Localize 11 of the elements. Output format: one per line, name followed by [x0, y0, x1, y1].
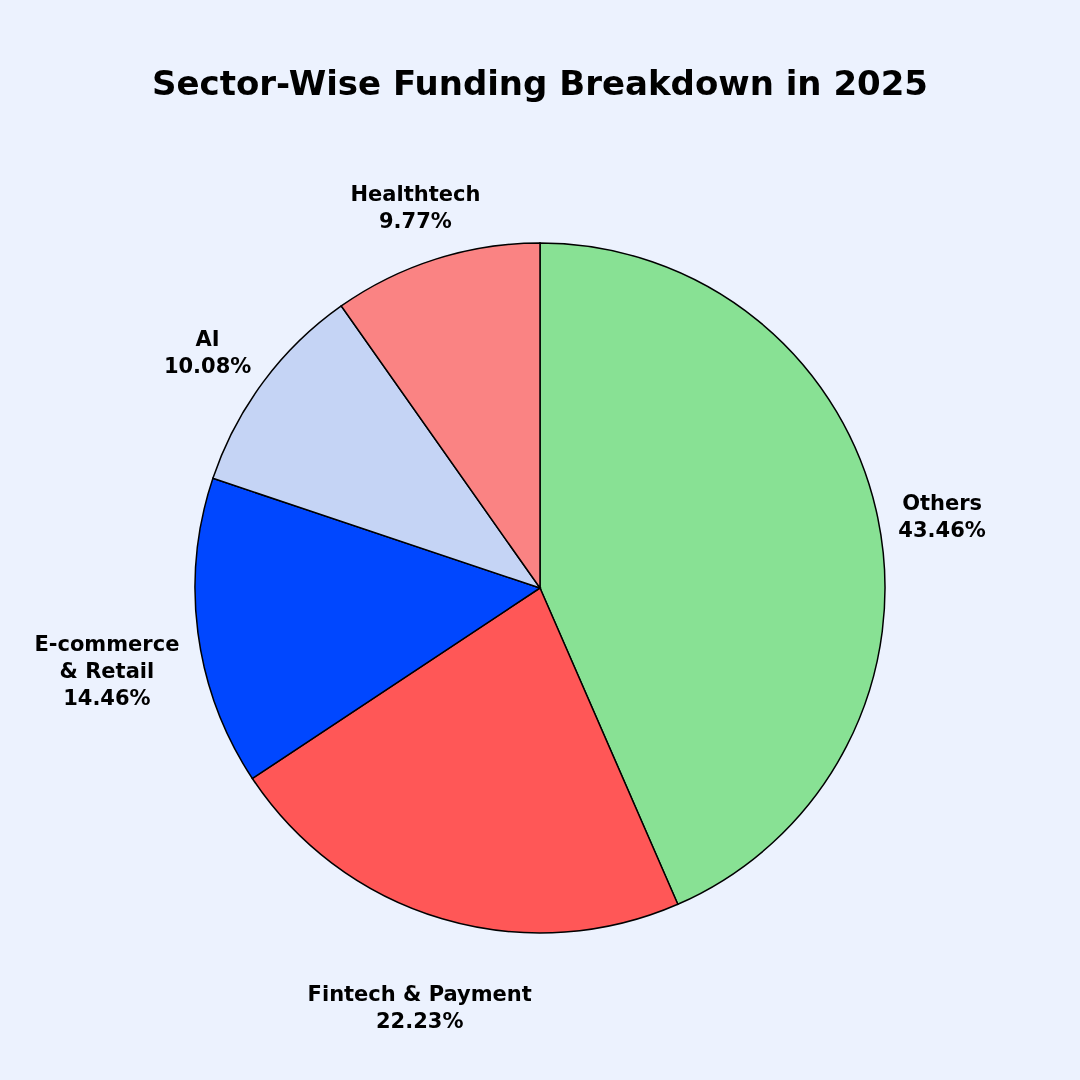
slice-label: Fintech & Payment — [307, 981, 532, 1006]
slice-label: Others — [902, 491, 983, 516]
data-label: 10.08% — [163, 354, 252, 379]
data-label: 14.46% — [63, 685, 151, 710]
slice-label: AI — [195, 327, 220, 352]
data-label: 9.77% — [378, 208, 452, 233]
data-label: 43.46% — [898, 518, 986, 543]
chart-title: Sector-Wise Funding Breakdown in 2025 — [151, 63, 929, 103]
slice-label: Healthtech — [350, 181, 481, 206]
slice-label: E-commerce & Retail — [34, 631, 180, 683]
data-label: 22.23% — [375, 1008, 464, 1033]
